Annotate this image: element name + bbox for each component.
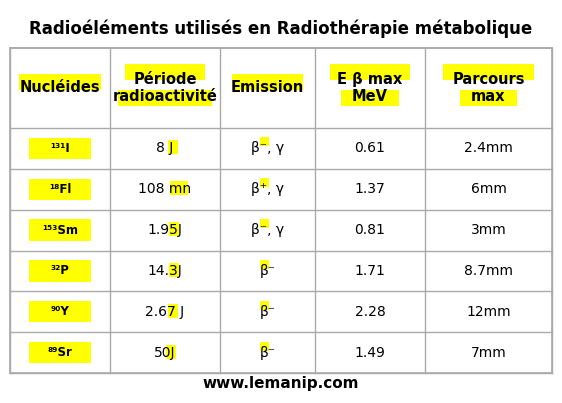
- Text: β⁻: β⁻: [260, 264, 275, 278]
- Bar: [443, 64, 534, 80]
- Bar: [460, 90, 517, 106]
- Text: ⁸⁹Sr: ⁸⁹Sr: [48, 346, 72, 359]
- Bar: [260, 219, 269, 228]
- Bar: [169, 263, 179, 277]
- Text: 0.81: 0.81: [355, 223, 386, 237]
- Text: 14.3J: 14.3J: [148, 264, 183, 278]
- Text: 12mm: 12mm: [466, 305, 511, 319]
- Bar: [166, 345, 176, 359]
- Text: 1.49: 1.49: [355, 346, 386, 359]
- Text: β⁻: β⁻: [260, 305, 275, 319]
- Text: β⁻, γ: β⁻, γ: [251, 223, 284, 237]
- Bar: [260, 178, 269, 187]
- Text: 8.7mm: 8.7mm: [464, 264, 513, 278]
- Bar: [29, 342, 91, 363]
- Bar: [260, 301, 269, 310]
- Text: 7mm: 7mm: [470, 346, 506, 359]
- Text: 8 J: 8 J: [156, 141, 174, 156]
- Text: ³²P: ³²P: [51, 264, 70, 277]
- Bar: [19, 74, 101, 90]
- Text: 1.95J: 1.95J: [148, 223, 183, 237]
- Bar: [341, 90, 398, 106]
- Bar: [170, 181, 188, 195]
- Bar: [169, 222, 179, 236]
- Text: Parcours
max: Parcours max: [452, 72, 525, 104]
- Text: 2.28: 2.28: [355, 305, 386, 319]
- Text: 1.71: 1.71: [355, 264, 386, 278]
- Text: Période
radioactivité: Période radioactivité: [112, 72, 217, 104]
- Text: 3mm: 3mm: [470, 223, 506, 237]
- Bar: [260, 342, 269, 351]
- Text: Radioéléments utilisés en Radiothérapie métabolique: Radioéléments utilisés en Radiothérapie …: [29, 20, 533, 39]
- Text: β⁻: β⁻: [260, 346, 275, 359]
- Text: ¹³¹I: ¹³¹I: [50, 142, 70, 155]
- Bar: [232, 74, 303, 90]
- Bar: [118, 90, 212, 106]
- Text: ¹⁸Fl: ¹⁸Fl: [49, 183, 71, 196]
- Text: ¹⁵³Sm: ¹⁵³Sm: [42, 224, 78, 237]
- Text: 50J: 50J: [154, 346, 176, 359]
- Text: Emission: Emission: [231, 81, 304, 96]
- Text: E β max
MeV: E β max MeV: [337, 72, 402, 104]
- Text: 2.4mm: 2.4mm: [464, 141, 513, 156]
- Bar: [260, 137, 269, 146]
- Text: β⁺, γ: β⁺, γ: [251, 182, 284, 196]
- Bar: [260, 260, 269, 269]
- Bar: [29, 138, 91, 159]
- Text: 108 mn: 108 mn: [138, 182, 192, 196]
- Text: 1.37: 1.37: [355, 182, 386, 196]
- Bar: [29, 301, 91, 322]
- Bar: [330, 64, 410, 80]
- Bar: [29, 220, 91, 241]
- Text: Nucléides: Nucléides: [20, 81, 100, 96]
- Text: 6mm: 6mm: [470, 182, 506, 196]
- Text: ⁹⁰Y: ⁹⁰Y: [51, 305, 70, 318]
- Text: β⁻, γ: β⁻, γ: [251, 141, 284, 156]
- Text: 2.67 J: 2.67 J: [146, 305, 184, 319]
- Text: www.lemanip.com: www.lemanip.com: [203, 376, 359, 391]
- Bar: [29, 179, 91, 200]
- Bar: [168, 304, 178, 318]
- Bar: [168, 140, 178, 154]
- Bar: [29, 260, 91, 282]
- Bar: [125, 64, 205, 80]
- Bar: [10, 48, 552, 373]
- Text: 0.61: 0.61: [355, 141, 386, 156]
